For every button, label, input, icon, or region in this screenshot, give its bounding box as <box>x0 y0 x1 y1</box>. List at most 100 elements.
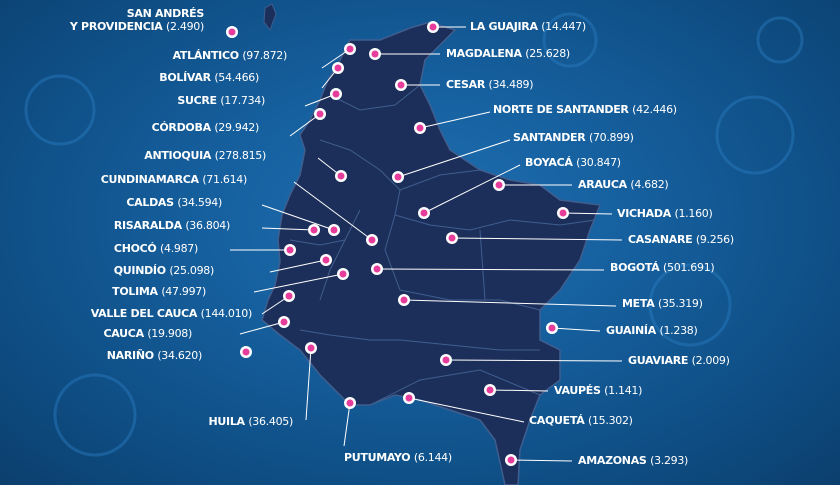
marker-norte-de-santander[interactable] <box>414 122 426 134</box>
case-count: (14.447) <box>541 20 586 33</box>
case-count: (36.804) <box>185 219 230 232</box>
marker-sucre[interactable] <box>330 88 342 100</box>
case-count: (25.098) <box>169 264 214 277</box>
department-name: CAUCA <box>103 327 148 340</box>
marker-antioquia[interactable] <box>335 170 347 182</box>
marker-choco[interactable] <box>284 244 296 256</box>
marker-dot <box>242 348 250 356</box>
label-cesar: CESAR (34.489) <box>446 78 534 91</box>
markers <box>226 21 569 466</box>
marker-dot <box>346 399 354 407</box>
label-magdalena: MAGDALENA (25.628) <box>446 47 570 60</box>
label-tolima: TOLIMA (47.997) <box>112 285 206 298</box>
leader-line-quindio <box>269 259 327 273</box>
marker-dot <box>420 209 428 217</box>
marker-dot <box>371 50 379 58</box>
marker-dot <box>448 234 456 242</box>
marker-cauca[interactable] <box>278 316 290 328</box>
leader-line-tolima <box>253 273 344 293</box>
marker-quindio[interactable] <box>320 254 332 266</box>
case-count: (6.144) <box>413 451 452 464</box>
label-bolivar: BOLÍVAR (54.466) <box>159 71 259 84</box>
leader-line-cauca <box>239 321 285 335</box>
marker-cundinamarca[interactable] <box>366 234 378 246</box>
leader-line-cordoba <box>289 113 321 137</box>
marker-caldas[interactable] <box>328 224 340 236</box>
case-count: (2.490) <box>166 20 204 33</box>
marker-casanare[interactable] <box>446 232 458 244</box>
marker-guainia[interactable] <box>546 322 558 334</box>
department-name: NORTE DE SANTANDER <box>493 103 633 116</box>
label-amazonas: AMAZONAS (3.293) <box>578 454 688 467</box>
marker-santander[interactable] <box>392 171 404 183</box>
marker-tolima[interactable] <box>337 268 349 280</box>
marker-dot <box>310 226 318 234</box>
department-name: CESAR <box>446 78 489 91</box>
case-count: (1.238) <box>659 324 698 337</box>
case-count: (97.872) <box>242 49 287 62</box>
department-name: LA GUAJIRA <box>470 20 542 33</box>
marker-bogota[interactable] <box>371 263 383 275</box>
colombia-land <box>261 21 602 485</box>
marker-risaralda[interactable] <box>308 224 320 236</box>
case-count: (34.620) <box>157 349 202 362</box>
department-name: CHOCÓ <box>113 242 161 255</box>
leader-line-guaviare <box>445 359 623 362</box>
department-name-line2: Y PROVIDENCIA (2.490) <box>69 20 204 33</box>
case-count: (35.319) <box>657 297 703 310</box>
label-risaralda: RISARALDA (36.804) <box>114 219 230 232</box>
marker-valle-del-cauca[interactable] <box>283 290 295 302</box>
leader-line-huila <box>305 347 312 421</box>
marker-meta[interactable] <box>398 294 410 306</box>
label-choco: CHOCÓ (4.987) <box>114 242 198 255</box>
department-name: HUILA <box>208 415 249 428</box>
leader-line-cundinamarca <box>293 181 373 241</box>
marker-arauca[interactable] <box>493 179 505 191</box>
label-la-guajira: LA GUAJIRA (14.447) <box>470 20 586 33</box>
case-count: (9.256) <box>695 233 734 246</box>
marker-bolivar[interactable] <box>332 62 344 74</box>
label-valle-del-cauca: VALLE DEL CAUCA (144.010) <box>90 307 253 320</box>
case-count: (19.908) <box>147 327 192 340</box>
marker-dot <box>486 386 494 394</box>
case-count: (2.009) <box>691 354 730 367</box>
marker-magdalena[interactable] <box>369 48 381 60</box>
marker-boyaca[interactable] <box>418 207 430 219</box>
marker-vichada[interactable] <box>557 207 569 219</box>
label-cordoba: CÓRDOBA (29.942) <box>152 121 260 134</box>
label-arauca: ARAUCA (4.682) <box>578 178 669 191</box>
label-sucre: SUCRE (17.734) <box>177 94 265 107</box>
marker-dot <box>334 64 342 72</box>
case-count: (4.987) <box>160 242 198 255</box>
marker-narino[interactable] <box>240 346 252 358</box>
leader-line-boyaca <box>423 164 521 214</box>
marker-caqueta[interactable] <box>403 392 415 404</box>
marker-san-andres[interactable] <box>226 26 238 38</box>
marker-putumayo[interactable] <box>344 397 356 409</box>
case-count: (36.405) <box>248 415 293 428</box>
marker-dot <box>368 236 376 244</box>
marker-vaupes[interactable] <box>484 384 496 396</box>
case-count: (71.614) <box>202 173 247 186</box>
department-name: BOLÍVAR <box>159 71 215 84</box>
case-count: (34.594) <box>177 196 222 209</box>
marker-atlantico[interactable] <box>344 43 356 55</box>
marker-amazonas[interactable] <box>505 454 517 466</box>
department-name: VALLE DEL CAUCA <box>90 307 201 320</box>
leader-line-casanare <box>451 237 623 241</box>
marker-guaviare[interactable] <box>440 354 452 366</box>
label-vaupes: VAUPÉS (1.141) <box>554 384 642 397</box>
marker-dot <box>337 172 345 180</box>
marker-dot <box>559 209 567 217</box>
case-count: (4.682) <box>630 178 669 191</box>
marker-dot <box>280 318 288 326</box>
marker-la-guajira[interactable] <box>427 21 439 33</box>
marker-cesar[interactable] <box>395 79 407 91</box>
marker-huila[interactable] <box>305 342 317 354</box>
case-count: (29.942) <box>214 121 259 134</box>
label-caqueta: CAQUETÁ (15.302) <box>529 414 633 427</box>
department-name: AMAZONAS <box>578 454 651 467</box>
marker-cordoba[interactable] <box>314 108 326 120</box>
case-count: (30.847) <box>576 156 621 169</box>
leader-line-vaupes <box>489 389 549 392</box>
